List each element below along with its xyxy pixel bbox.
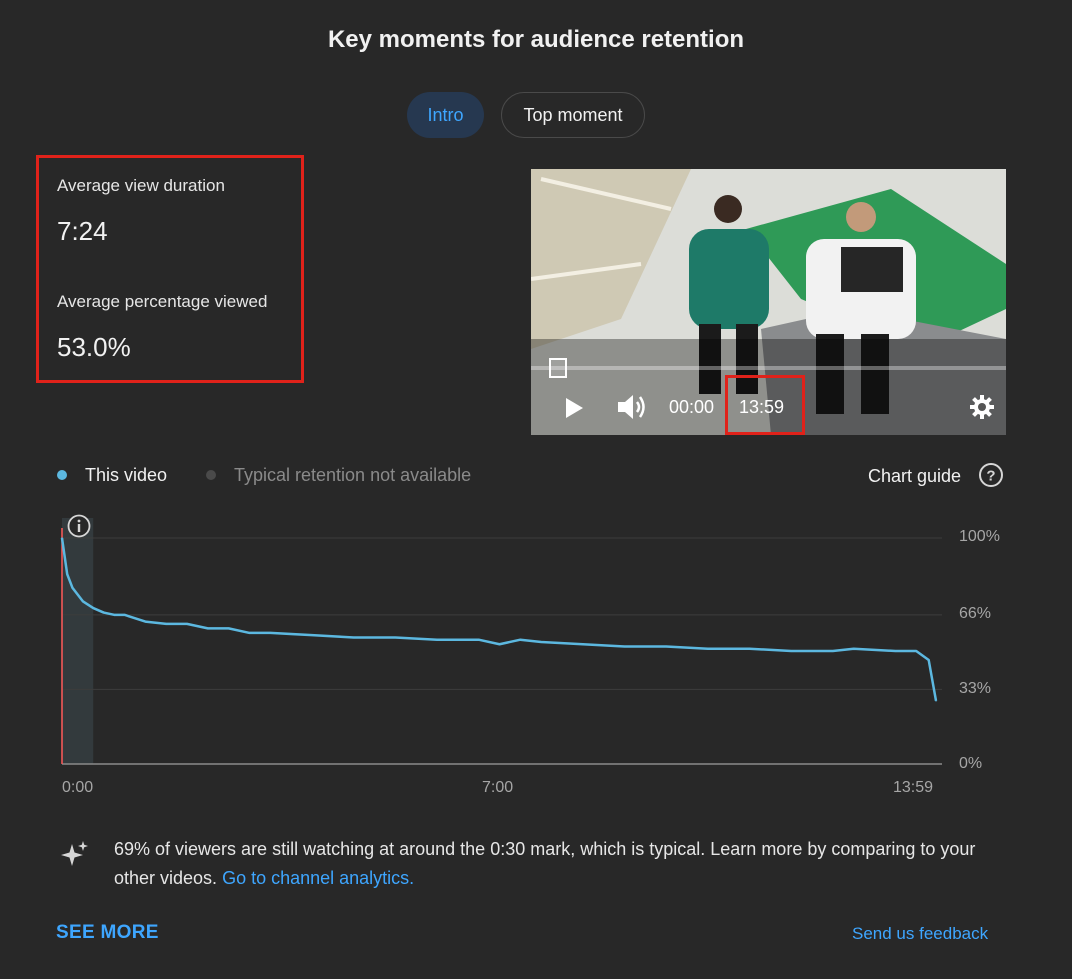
data-point — [498, 643, 501, 646]
data-point — [186, 623, 188, 625]
x-tick-start: 0:00 — [62, 779, 94, 796]
data-point — [519, 638, 522, 641]
legend-typical: Typical retention not available — [234, 465, 472, 485]
data-point — [102, 611, 105, 614]
data-point — [71, 586, 74, 589]
scrubber-handle[interactable] — [549, 358, 567, 378]
data-point — [165, 623, 167, 625]
tab-intro[interactable]: Intro — [407, 92, 484, 138]
y-tick-100: 100% — [959, 528, 1000, 545]
data-point — [436, 638, 438, 641]
avg-percentage-label: Average percentage viewed — [57, 292, 268, 311]
data-point — [207, 627, 209, 630]
data-point — [852, 647, 855, 650]
data-point — [113, 614, 115, 616]
data-point — [665, 645, 667, 648]
data-point — [790, 650, 793, 652]
channel-analytics-link[interactable]: Go to channel analytics. — [222, 868, 415, 888]
data-point — [352, 636, 355, 639]
y-tick-0: 0% — [959, 755, 983, 772]
avg-view-duration-label: Average view duration — [57, 176, 225, 195]
data-point — [935, 699, 937, 702]
typical-dot — [206, 470, 216, 480]
info-icon[interactable] — [67, 514, 91, 538]
stats-panel: Average view duration 7:24 Average perce… — [36, 155, 304, 383]
chart-guide-link[interactable]: Chart guide — [868, 466, 962, 486]
avg-percentage-value: 53.0% — [57, 332, 131, 362]
data-point — [269, 632, 272, 634]
avg-view-duration-value: 7:24 — [57, 216, 108, 246]
data-point — [92, 607, 95, 609]
insight-text: 69% of viewers are still watching at aro… — [114, 835, 994, 893]
sparkle-icon — [61, 841, 88, 866]
data-point — [61, 537, 63, 539]
settings-icon[interactable] — [969, 394, 995, 420]
x-tick-end: 13:59 — [893, 779, 934, 796]
data-point — [394, 636, 397, 639]
data-point — [311, 634, 313, 636]
data-point — [66, 573, 69, 575]
video-player[interactable]: 00:00 13:59 — [531, 169, 1006, 435]
data-point — [707, 647, 709, 650]
see-more-button[interactable]: SEE MORE — [56, 922, 159, 943]
data-point — [582, 643, 584, 646]
data-point — [832, 650, 834, 652]
data-point — [915, 650, 918, 652]
x-tick-mid: 7:00 — [482, 779, 514, 796]
intro-highlight-region — [62, 518, 94, 764]
this-video-dot — [57, 470, 67, 480]
data-point — [144, 620, 147, 623]
data-point — [477, 638, 480, 641]
retention-chart — [60, 514, 942, 765]
data-point — [927, 659, 930, 661]
video-thumbnail — [531, 169, 1006, 435]
current-time: 00:00 — [669, 397, 715, 417]
y-tick-33: 33% — [959, 680, 992, 697]
data-point — [894, 650, 897, 652]
play-icon[interactable] — [564, 397, 584, 419]
data-point — [227, 627, 230, 630]
y-tick-66: 66% — [959, 605, 992, 622]
data-point — [123, 614, 126, 616]
duration-highlight-box — [725, 375, 805, 435]
data-point — [540, 641, 542, 643]
data-point — [623, 645, 626, 648]
data-point — [82, 600, 84, 603]
help-icon[interactable]: ? — [978, 462, 1004, 488]
legend-this-video: This video — [85, 465, 168, 485]
duration-time: 13:59 — [739, 397, 785, 417]
data-point — [248, 632, 251, 634]
tab-top-moment[interactable]: Top moment — [501, 92, 645, 138]
volume-icon[interactable] — [617, 394, 647, 420]
insight-body: 69% of viewers are still watching at aro… — [114, 839, 976, 888]
send-feedback-link[interactable]: Send us feedback — [852, 924, 989, 943]
series-line-this-video — [60, 537, 938, 701]
page-title: Key moments for audience retention — [327, 26, 745, 53]
svg-text:?: ? — [986, 468, 995, 485]
data-point — [748, 647, 751, 650]
